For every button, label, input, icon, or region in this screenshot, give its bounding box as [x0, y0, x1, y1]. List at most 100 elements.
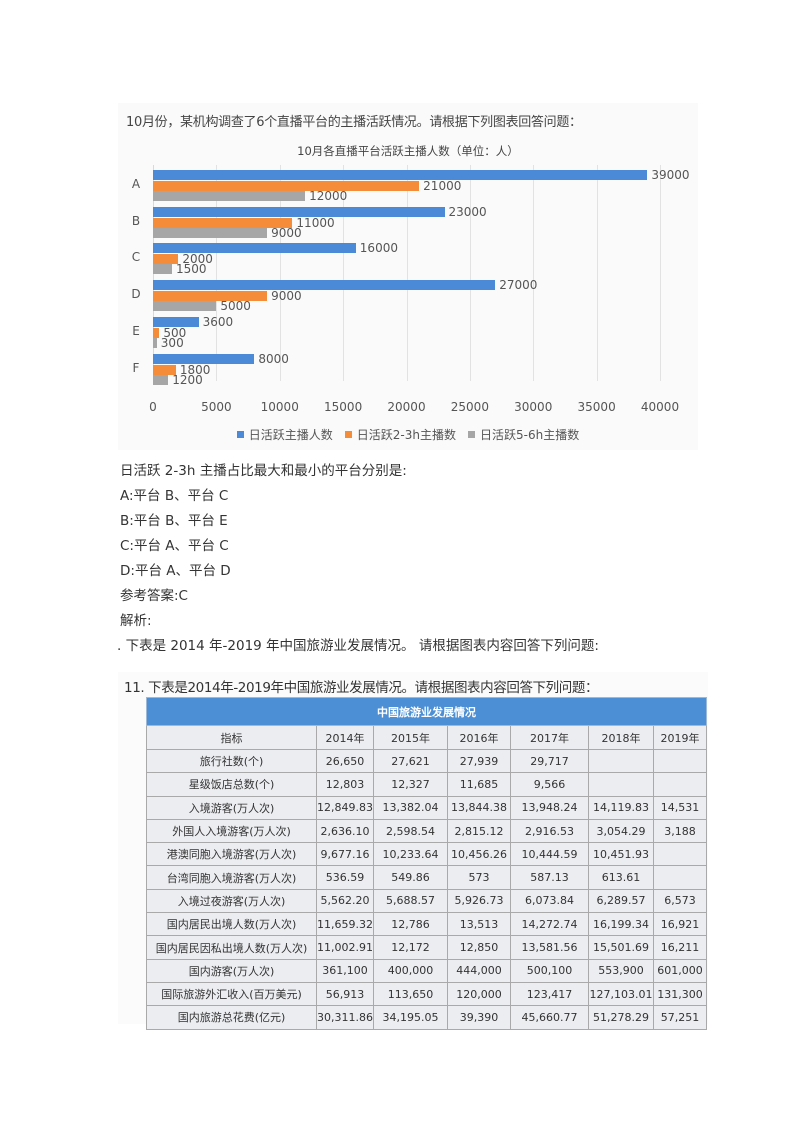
table-cell: 27,621	[373, 748, 448, 774]
row-label: 入境游客(万人次)	[146, 795, 317, 820]
bar-value-label: 5000	[220, 299, 251, 313]
table-cell: 5,562.20	[316, 888, 374, 914]
gridline	[216, 165, 218, 381]
table-cell: 5,688.57	[373, 888, 448, 914]
table-row: 旅行社数(个) 26,650 27,621 27,939 29,717	[146, 748, 707, 774]
bar-f-series-1	[153, 354, 255, 364]
legend-label: 日活跃5-6h主播数	[480, 428, 580, 442]
row-label: 国内居民出境人数(万人次)	[146, 912, 317, 937]
table-cell: 11,002.91	[316, 935, 374, 960]
table-cell: 56,913	[316, 981, 374, 1007]
table-cell: 10,456.26	[447, 842, 511, 867]
bar-a-series-3	[153, 191, 306, 201]
bar-d-series-1	[153, 280, 496, 290]
table-cell: 361,100	[316, 958, 374, 983]
legend-label: 日活跃2-3h主播数	[356, 428, 456, 442]
column-header: 2018年	[588, 725, 654, 750]
bar-chart-image: 10月份，某机构调查了6个直播平台的主播活跃情况。请根据下列图表回答问题： 10…	[118, 103, 698, 450]
gridline	[660, 165, 661, 381]
table-cell: 5,926.73	[447, 888, 511, 914]
bar-value-label: 8000	[258, 352, 289, 366]
table-row: 外国人入境游客(万人次) 2,636.10 2,598.54 2,815.12 2,91…	[146, 818, 707, 844]
table-cell: 16,921	[653, 912, 707, 937]
category-label: C	[131, 250, 141, 264]
table-cell: 6,073.84	[510, 888, 589, 914]
legend-swatch-icon	[236, 431, 244, 438]
table-cell: 400,000	[373, 958, 448, 983]
table-cell: 123,417	[510, 981, 589, 1007]
column-header: 指标	[146, 725, 317, 750]
bar-a-series-2	[153, 180, 420, 191]
legend-item: 日活跃5-6h主播数	[468, 426, 579, 443]
table-cell: 29,717	[510, 748, 589, 774]
table-cell	[653, 772, 707, 797]
table-row: 国内游客(万人次) 361,100 400,000 444,000 500,100 553…	[146, 958, 707, 983]
table-row: 国际旅游外汇收入(百万美元) 56,913 113,650 120,000 123,41…	[146, 981, 707, 1007]
table-row: 入境游客(万人次) 12,849.83 13,382.04 13,844.38 13,9…	[146, 795, 707, 820]
option-d: D:平台 A、平台 D	[120, 563, 231, 579]
table-cell: 444,000	[447, 958, 511, 983]
x-tick-label: 40000	[640, 400, 680, 414]
table-cell: 549.86	[373, 865, 448, 890]
row-label: 入境过夜游客(万人次)	[146, 888, 317, 914]
x-tick-label: 15000	[324, 400, 363, 414]
table-row: 港澳同胞入境游客(万人次) 9,677.16 10,233.64 10,456.26 1…	[146, 842, 707, 867]
table-cell: 573	[447, 865, 511, 890]
bar-e-series-1	[153, 317, 199, 327]
question-intro: 10月份，某机构调查了6个直播平台的主播活跃情况。请根据下列图表回答问题：	[126, 115, 582, 130]
bar-b-series-3	[153, 228, 268, 238]
question-text: 日活跃 2-3h 主播占比最大和最小的平台分别是:	[120, 463, 407, 479]
chart-title: 10月各直播平台活跃主播人数（单位：人）	[297, 144, 519, 158]
table-row: 台湾同胞入境游客(万人次) 536.59 549.86 573 587.13 613.61	[146, 865, 707, 890]
table-cell: 9,566	[510, 772, 589, 797]
gridline	[469, 165, 471, 381]
bar-f-series-2	[153, 364, 176, 375]
bar-e-series-3	[153, 338, 157, 348]
table-cell: 12,849.83	[316, 795, 374, 820]
table-cell: 39,390	[447, 1005, 511, 1030]
column-header: 2014年	[316, 725, 374, 750]
x-tick-label: 30000	[514, 400, 553, 414]
table-row: 国内旅游总花费(亿元) 30,311.86 34,195.05 39,390 45,66…	[146, 1005, 707, 1030]
option-c: C:平台 A、平台 C	[120, 538, 229, 554]
table-cell: 14,531	[653, 795, 707, 820]
table-caption: 中国旅游业发展情况	[146, 697, 707, 726]
bar-c-series-2	[153, 253, 179, 264]
row-label: 国内居民因私出境人数(万人次)	[146, 935, 317, 960]
legend-item: 日活跃主播人数	[236, 426, 333, 443]
table-cell: 12,850	[447, 935, 511, 960]
table-cell: 3,188	[653, 818, 707, 844]
bar-value-label: 500	[163, 325, 187, 340]
table-cell: 127,103.01	[588, 981, 654, 1007]
table-cell: 15,501.69	[588, 935, 654, 960]
row-label: 国内旅游总花费(亿元)	[146, 1005, 317, 1030]
tourism-table-image: 11. 下表是2014年-2019年中国旅游业发展情况。请根据图表内容回答下列问…	[118, 672, 708, 1030]
table-cell: 6,573	[653, 888, 707, 914]
category-label: B	[131, 214, 141, 228]
table-cell: 12,327	[373, 772, 448, 797]
column-header: 2017年	[510, 725, 589, 750]
table-row: 国内居民因私出境人数(万人次) 11,002.91 12,172 12,850 13,5…	[146, 935, 707, 960]
table-cell: 2,916.53	[510, 818, 589, 844]
x-tick-label: 25000	[450, 400, 489, 414]
gridline	[596, 165, 598, 381]
table-cell: 613.61	[588, 865, 654, 890]
bar-d-series-3	[153, 301, 217, 311]
table-cell: 13,513	[447, 912, 511, 937]
row-label: 港澳同胞入境游客(万人次)	[146, 842, 317, 867]
table-cell: 10,444.59	[510, 842, 589, 867]
category-label: D	[131, 287, 141, 301]
table-cell	[588, 748, 654, 774]
option-b: B:平台 B、平台 E	[120, 513, 228, 529]
row-label: 星级饭店总数(个)	[146, 772, 317, 797]
table-cell: 601,000	[653, 958, 707, 983]
table-cell: 16,211	[653, 935, 707, 960]
table-cell: 45,660.77	[510, 1005, 589, 1030]
x-tick-label: 0	[149, 400, 157, 414]
gridline	[279, 165, 281, 381]
legend-swatch-icon	[344, 431, 352, 438]
table-cell: 113,650	[373, 981, 448, 1007]
row-label: 国际旅游外汇收入(百万美元)	[146, 981, 317, 1007]
x-tick-label: 5000	[201, 400, 232, 414]
table-cell: 51,278.29	[588, 1005, 654, 1030]
